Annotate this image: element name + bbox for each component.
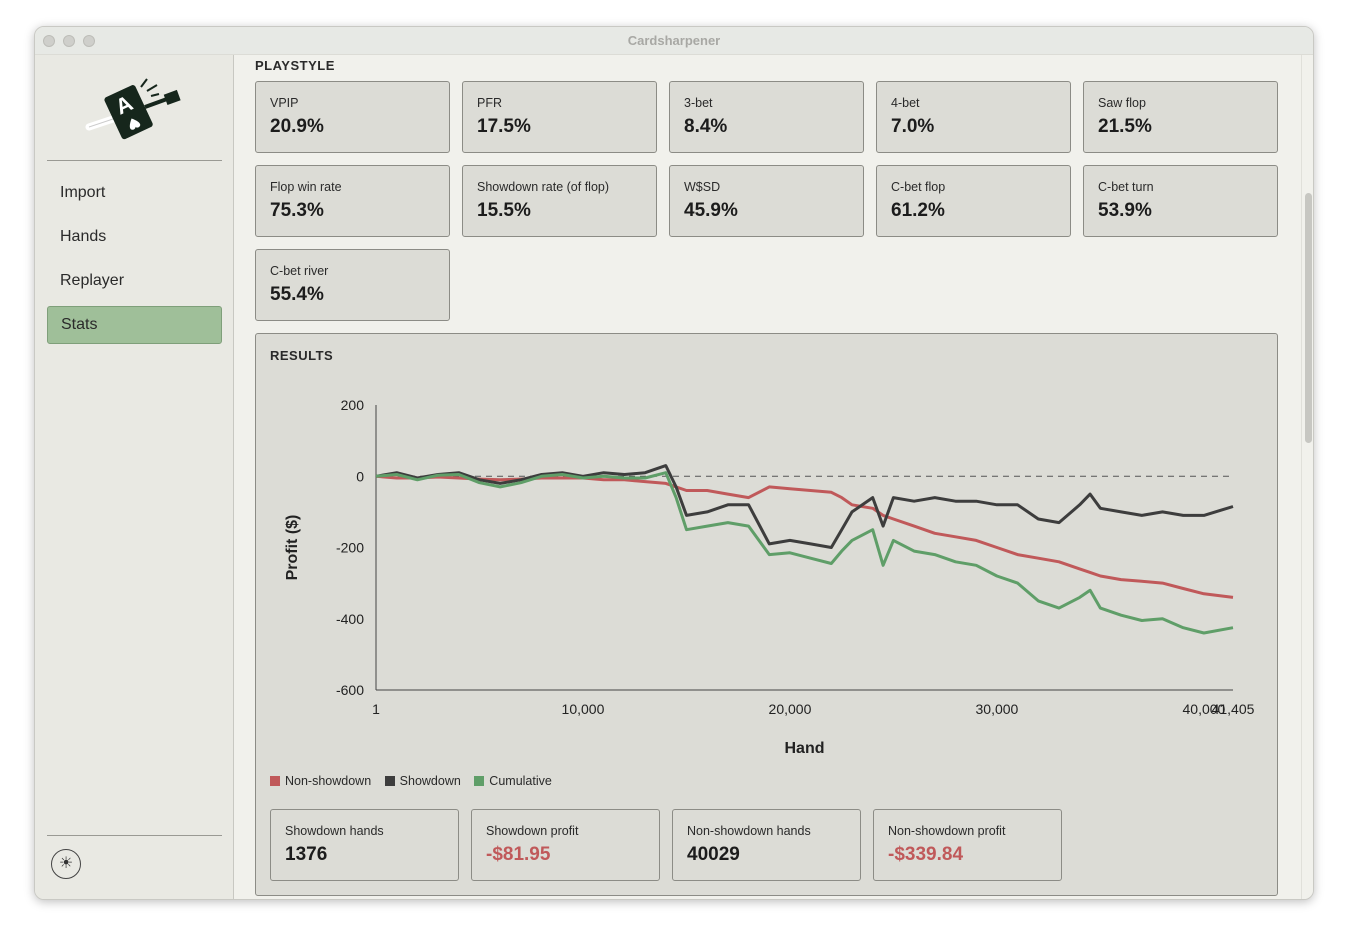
stat-label: VPIP [270,96,299,110]
summary-label: Non-showdown profit [888,824,1006,838]
stat-label: 4-bet [891,96,920,110]
legend-item-non-showdown: Non-showdown [270,774,371,788]
theme-toggle-button[interactable]: ☀ [51,849,81,879]
x-tick-label: 1 [372,701,380,717]
stat-label: C-bet flop [891,180,946,194]
sun-icon: ☀ [58,855,74,872]
stat-value: 55.4% [270,284,324,305]
stat-card-pfr: PFR 17.5% [462,81,657,153]
y-tick-label: -400 [336,611,364,627]
legend-label: Cumulative [489,774,552,788]
summary-value: -$81.95 [486,844,551,865]
stat-label: C-bet river [270,264,329,278]
summary-card-non-showdown-profit: Non-showdown profit -$339.84 [873,809,1062,881]
sidebar-item-replayer[interactable]: Replayer [60,272,125,289]
sidebar-divider-bottom [47,835,222,836]
x-axis-label: Hand [785,740,825,757]
stat-label: Showdown rate (of flop) [477,180,610,194]
summary-card-showdown-hands: Showdown hands 1376 [270,809,459,881]
ace-card-logo: A [85,78,181,140]
sidebar-divider-top [47,160,222,161]
close-window-button[interactable] [43,35,55,47]
window-title: Cardsharpener [627,33,721,48]
app-window: Cardsharpener A Import Hands Replayer St… [34,26,1314,900]
stat-value: 75.3% [270,200,324,221]
results-heading: RESULTS [270,348,334,363]
legend-swatch [474,776,485,786]
x-tick-label: 20,000 [769,701,812,717]
stat-value: 45.9% [684,200,738,221]
stat-card-4bet: 4-bet 7.0% [876,81,1071,153]
title-bar: Cardsharpener [35,27,1313,55]
y-axis-label: Profit ($) [284,515,301,581]
stat-label: PFR [477,96,502,110]
series-line-non-showdown [375,474,1234,599]
summary-label: Non-showdown hands [687,824,811,838]
legend-swatch [384,776,395,786]
legend-item-cumulative: Cumulative [474,774,552,788]
legend-label: Showdown [399,774,461,788]
summary-card-non-showdown-hands: Non-showdown hands 40029 [672,809,861,881]
x-tick-label: 30,000 [976,701,1019,717]
y-tick-label: 200 [341,397,365,413]
stat-card-showdown-rate: Showdown rate (of flop) 15.5% [462,165,657,237]
results-panel: RESULTS 200 0 -200 -400 -600 1 10,000 20,000 30… [255,333,1278,896]
zoom-window-button[interactable] [83,35,95,47]
stat-value: 20.9% [270,116,324,137]
stat-label: 3-bet [684,96,713,110]
stat-card-3bet: 3-bet 8.4% [669,81,864,153]
summary-value: 40029 [687,844,740,865]
y-tick-label: 0 [356,468,364,484]
summary-label: Showdown hands [285,824,384,838]
sidebar-item-hands[interactable]: Hands [60,228,107,245]
stat-label: W$SD [684,180,721,194]
chart-legend: Non-showdown Showdown Cumulative [270,774,562,788]
summary-card-showdown-profit: Showdown profit -$81.95 [471,809,660,881]
stat-card-cbet-flop: C-bet flop 61.2% [876,165,1071,237]
stat-value: 61.2% [891,200,945,221]
stat-card-vpip: VPIP 20.9% [255,81,450,153]
sidebar-item-stats[interactable]: Stats [47,306,222,344]
scrollbar-thumb[interactable] [1305,193,1312,443]
x-tick-label: 10,000 [562,701,605,717]
summary-value: -$339.84 [888,844,964,865]
x-tick-label: 41,405 [1212,701,1255,717]
series-line-cumulative [375,471,1234,635]
stat-value: 7.0% [891,116,935,137]
stat-label: Saw flop [1098,96,1146,110]
y-tick-label: -600 [336,682,364,698]
legend-swatch [270,776,280,786]
stat-label: Flop win rate [270,180,342,194]
summary-label: Showdown profit [486,824,579,838]
summary-value: 1376 [285,844,328,865]
y-tick-label: -200 [336,540,364,556]
legend-item-showdown: Showdown [384,774,461,788]
x-tick-label: 40,000 [1183,701,1226,717]
vertical-scrollbar[interactable] [1301,55,1313,899]
stat-value: 8.4% [684,116,728,137]
legend-label: Non-showdown [285,774,372,788]
stat-value: 17.5% [477,116,531,137]
stat-card-flop-win-rate: Flop win rate 75.3% [255,165,450,237]
stat-card-wsd: W$SD 45.9% [669,165,864,237]
stat-card-cbet-river: C-bet river 55.4% [255,249,450,321]
stat-value: 53.9% [1098,200,1152,221]
sidebar-item-import[interactable]: Import [60,184,106,201]
profit-chart: 200 0 -200 -400 -600 1 10,000 20,000 30,000 40,0… [284,397,1255,757]
series-line-showdown [375,464,1234,549]
stat-value: 15.5% [477,200,531,221]
stat-value: 21.5% [1098,116,1152,137]
playstyle-heading: PLAYSTYLE [255,58,335,73]
stat-card-saw-flop: Saw flop 21.5% [1083,81,1278,153]
stat-label: C-bet turn [1098,180,1154,194]
stat-card-cbet-turn: C-bet turn 53.9% [1083,165,1278,237]
stats-content: PLAYSTYLE VPIP 20.9% PFR 17.5% 3-bet 8.4… [235,55,1299,899]
sidebar: A Import Hands Replayer Stats ☀ [35,55,234,899]
minimize-window-button[interactable] [63,35,75,47]
